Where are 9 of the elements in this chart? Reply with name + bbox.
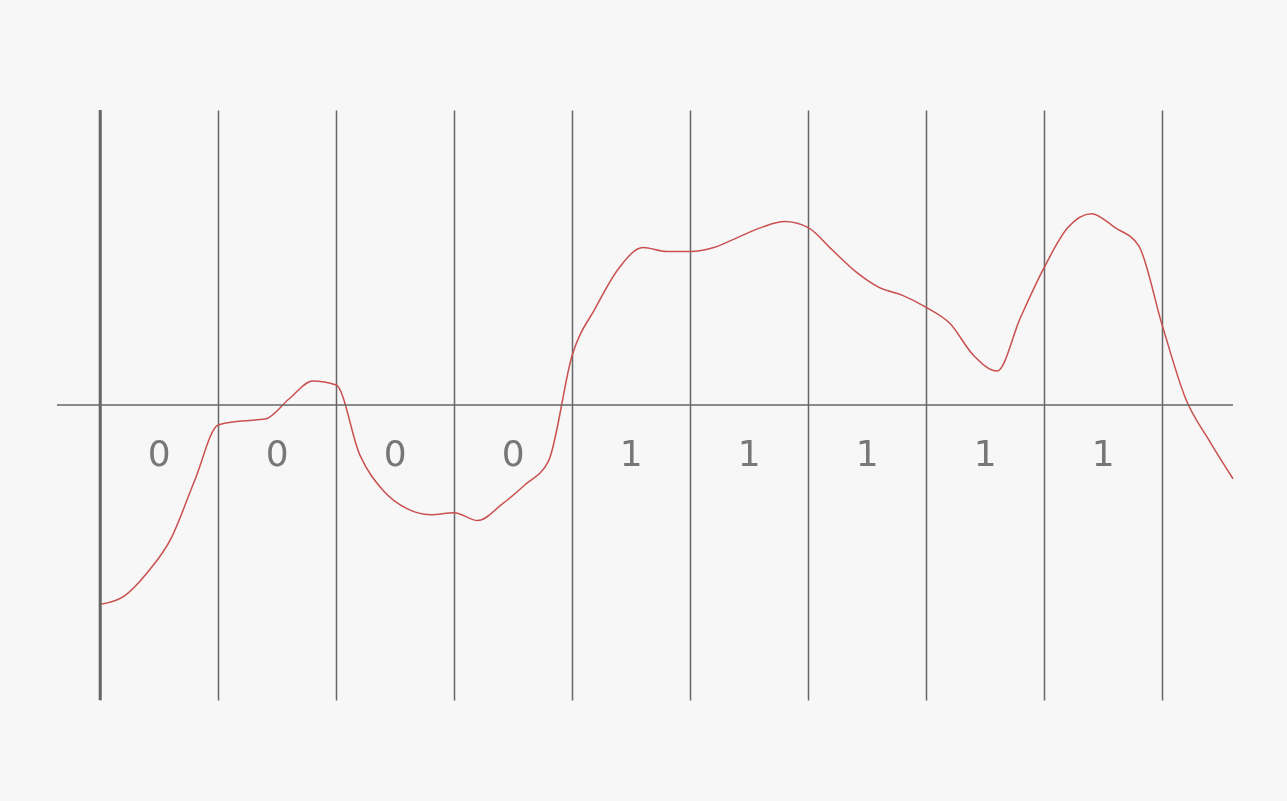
- annotation: 0: [147, 432, 171, 474]
- annotation: 1: [1091, 432, 1115, 474]
- annotation: 0: [383, 432, 407, 474]
- annotation: 0: [265, 432, 289, 474]
- annotation: 0: [501, 432, 525, 474]
- annotation: 1: [737, 432, 761, 474]
- annotation: 1: [855, 432, 879, 474]
- annotation: 1: [619, 432, 643, 474]
- annotation: 1: [973, 432, 997, 474]
